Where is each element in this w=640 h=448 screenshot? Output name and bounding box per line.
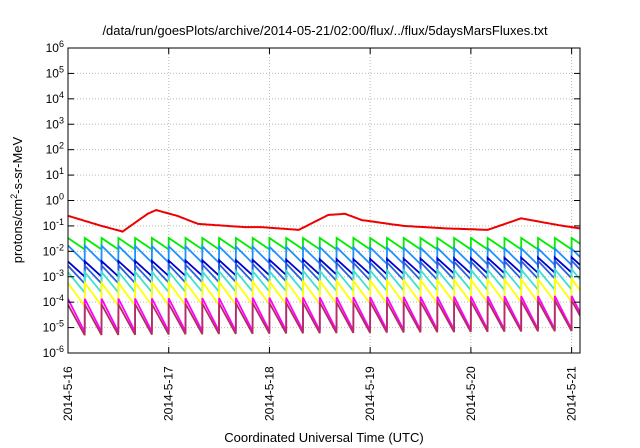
y-tick-label: 101 xyxy=(46,166,64,182)
y-axis-label-rest: -s-sr-MeV xyxy=(10,136,25,193)
y-tick-label: 10-1 xyxy=(43,217,64,233)
chart-title: /data/run/goesPlots/archive/2014-05-21/0… xyxy=(102,23,548,38)
x-axis-label: Coordinated Universal Time (UTC) xyxy=(224,430,423,445)
series-line-0 xyxy=(68,209,580,233)
x-tick-label: 2014-5-18 xyxy=(262,366,276,421)
y-tick-label: 10-4 xyxy=(43,293,64,309)
series-lines xyxy=(68,209,580,336)
y-axis-label-sup: 2 xyxy=(9,194,19,199)
y-tick-label: 102 xyxy=(46,141,64,157)
x-tick-label: 2014-5-20 xyxy=(464,366,478,421)
x-tick-label: 2014-5-17 xyxy=(162,366,176,421)
y-tick-label: 10-3 xyxy=(43,268,64,284)
y-axis-ticks: 10-6 10-5 10-4 10-3 10-2 10-1 100 101 102 103 104 1… xyxy=(43,39,580,360)
series-line-8 xyxy=(68,299,580,336)
y-tick-label: 100 xyxy=(46,192,64,208)
x-axis-ticks: 2014-5-16 2014-5-17 2014-5-18 2014-5-19 2014… xyxy=(61,48,579,421)
y-tick-label: 105 xyxy=(46,64,64,80)
y-tick-label: 103 xyxy=(46,115,64,131)
y-tick-label: 104 xyxy=(46,90,64,106)
y-axis-label: protons/cm2-s-sr-MeV xyxy=(9,136,25,263)
y-tick-label: 106 xyxy=(46,39,64,55)
series-line-1 xyxy=(68,236,580,252)
y-tick-label: 10-5 xyxy=(43,319,64,335)
y-tick-label: 10-6 xyxy=(43,344,64,360)
x-tick-label: 2014-5-21 xyxy=(565,366,579,421)
series-line-2 xyxy=(68,243,580,268)
y-axis-label-base: protons/cm xyxy=(10,199,25,263)
y-tick-label: 10-2 xyxy=(43,242,64,258)
x-tick-label: 2014-5-19 xyxy=(363,366,377,421)
series-line-6 xyxy=(68,276,580,309)
x-tick-label: 2014-5-16 xyxy=(61,366,75,421)
